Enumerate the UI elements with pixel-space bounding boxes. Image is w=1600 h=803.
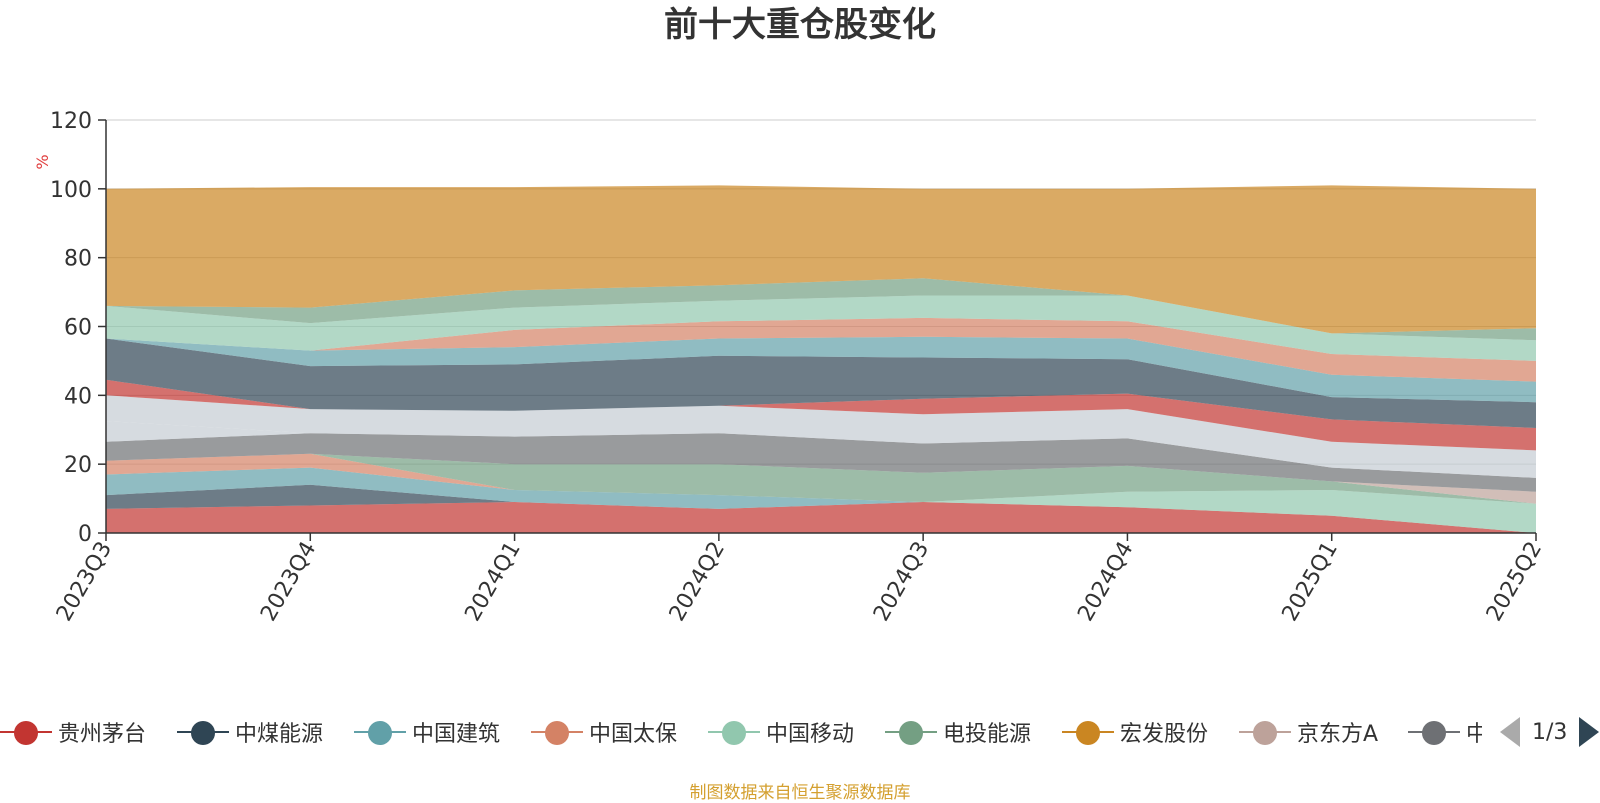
y-tick-label: 100: [50, 178, 92, 203]
area-series-14[interactable]: [106, 336, 1536, 403]
y-tick-label: 20: [64, 453, 92, 478]
legend-page-indicator: 1/3: [1532, 719, 1568, 745]
legend-marker-icon: [1408, 712, 1460, 752]
legend-label: 宏发股份: [1120, 722, 1209, 747]
legend-label: 中国移动: [766, 722, 855, 747]
legend-label: 电投能源: [943, 722, 1032, 747]
legend-item[interactable]: 中国建筑: [354, 712, 500, 752]
area-series-15[interactable]: [106, 317, 1536, 382]
legend-marker-icon: [177, 712, 229, 752]
legend-item[interactable]: 贵州茅台: [0, 712, 146, 752]
legend-pager: 1/3: [1500, 712, 1600, 752]
legend-marker-icon: [0, 712, 52, 752]
source-note: 制图数据来自恒生聚源数据库: [689, 783, 911, 803]
y-tick-label: 80: [64, 247, 92, 272]
legend-marker-icon: [531, 712, 583, 752]
legend-marker-icon: [1239, 712, 1291, 752]
x-tick-label: 2024Q2: [665, 538, 730, 626]
legend-next-page-icon[interactable]: [1579, 717, 1600, 747]
x-tick-label: 2025Q1: [1278, 538, 1343, 626]
y-axis-unit-label: %: [33, 154, 52, 169]
legend-item[interactable]: 中国移动: [708, 712, 854, 752]
x-tick-label: 2024Q1: [460, 538, 525, 626]
legend-label: 中国建筑: [412, 722, 501, 747]
area-series-12[interactable]: [106, 379, 1536, 451]
area-series-11[interactable]: [106, 395, 1536, 478]
legend-item[interactable]: 电投能源: [885, 712, 1031, 752]
y-tick-label: 40: [64, 384, 92, 409]
legend-item[interactable]: 中国太保: [531, 712, 677, 752]
x-tick-label: 2023Q4: [256, 538, 321, 626]
y-tick-label: 60: [64, 316, 92, 341]
y-tick-label: 120: [50, 109, 92, 134]
area-series-6[interactable]: [106, 453, 1536, 504]
legend-item[interactable]: 宏发股份: [1062, 712, 1208, 752]
stacked-area-chart: 0 20 40 60 80 100 120 2023Q3 2023Q4 2024Q1 2024Q2 2…: [33, 109, 1547, 626]
area-series-9[interactable]: [106, 433, 1536, 492]
legend-marker-icon: [708, 712, 760, 752]
area-series-3[interactable]: [106, 467, 1536, 533]
area-series-5[interactable]: [106, 453, 1536, 533]
legend-label: 贵州茅台: [58, 722, 147, 747]
legend-marker-icon: [1062, 712, 1114, 752]
x-tick-label: 2023Q3: [52, 538, 117, 626]
legend-item[interactable]: 中: [1408, 712, 1482, 752]
legend-label: 京东方A: [1297, 722, 1379, 747]
area-series-group: [106, 185, 1536, 533]
area-series-13[interactable]: [106, 338, 1536, 429]
x-tick-label: 2025Q2: [1482, 538, 1547, 626]
x-tick-label: 2024Q3: [869, 538, 934, 626]
chart-title: 前十大重仓股变化: [664, 5, 936, 45]
legend-label: 中国太保: [589, 722, 678, 747]
area-series-17[interactable]: [106, 278, 1536, 341]
legend-marker-icon: [354, 712, 406, 752]
legend: 贵州茅台 中煤能源 中国建筑 中国太保 中国移动 电投能源 宏发股份 京东方A 中: [0, 712, 1482, 752]
legend-label: 中: [1466, 722, 1482, 747]
legend-label: 中煤能源: [235, 722, 324, 747]
area-series-2[interactable]: [106, 484, 1536, 533]
legend-marker-icon: [885, 712, 937, 752]
legend-prev-page-icon[interactable]: [1500, 717, 1520, 747]
y-tick-label: 0: [78, 522, 92, 547]
legend-item[interactable]: 中煤能源: [177, 712, 323, 752]
x-tick-label: 2024Q4: [1073, 538, 1138, 626]
area-series-16[interactable]: [106, 295, 1536, 361]
area-series-1[interactable]: [106, 502, 1536, 533]
area-series-4[interactable]: [106, 453, 1536, 533]
area-series-18[interactable]: [106, 185, 1536, 334]
legend-item[interactable]: 京东方A: [1239, 712, 1378, 752]
